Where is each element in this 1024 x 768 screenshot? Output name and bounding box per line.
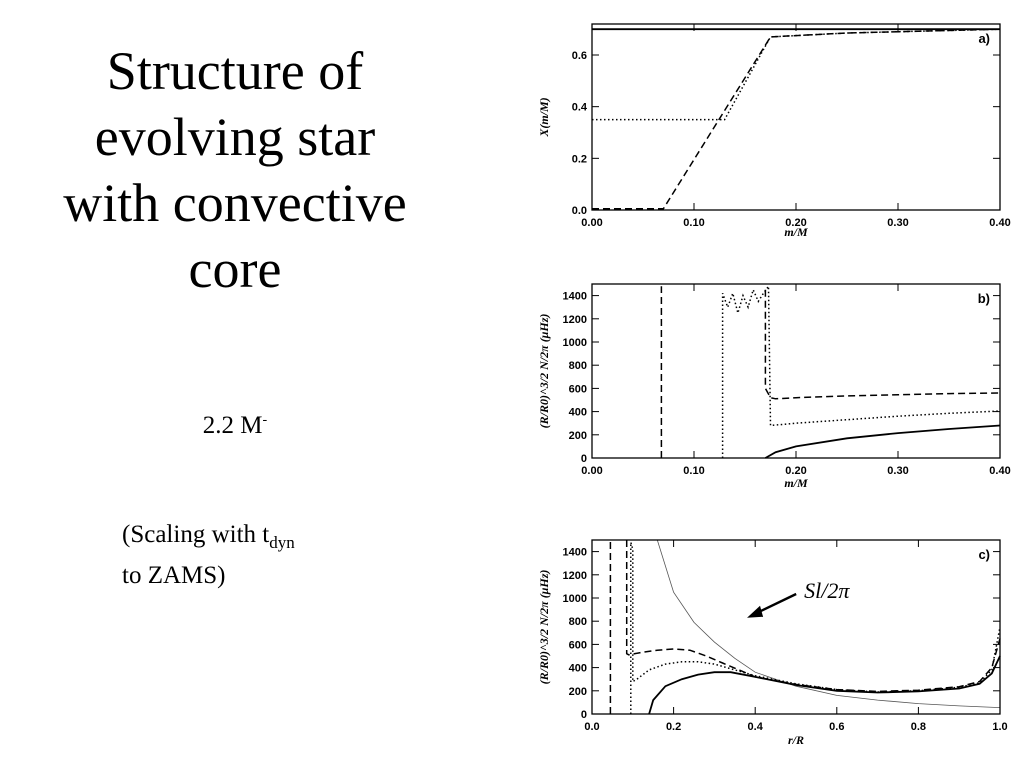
scaling-line2: to ZAMS)	[122, 562, 226, 589]
y-tick-label: 200	[569, 686, 587, 698]
x-axis-label: m/M	[784, 225, 808, 239]
y-tick-label: 400	[569, 663, 587, 675]
series-line-dotted	[592, 28, 1001, 121]
series-line-dotted	[630, 542, 1001, 714]
title-line: Structure of	[106, 41, 364, 101]
x-tick-label: 0.0	[584, 721, 599, 733]
plot-frame	[591, 539, 1001, 715]
y-axis-label: X(m/M)	[537, 97, 551, 137]
chart-panel-b: 0.00 0.10 0.20 0.30 0.40 0 200 400 600 800 1000 120…	[537, 283, 1011, 490]
mass-suffix: -	[262, 412, 268, 428]
scaling-note: (Scaling with tdyn to ZAMS)	[122, 518, 295, 592]
y-tick-label: 0.0	[572, 205, 587, 217]
y-axis-label: (R/R0)^3/2 N/2π (μHz)	[537, 570, 551, 685]
y-tick-label: 0.4	[572, 102, 588, 114]
y-tick-label: 400	[569, 407, 587, 419]
x-tick-label: 0.10	[683, 465, 704, 477]
y-tick-label: 200	[569, 430, 587, 442]
y-tick-label: 1400	[563, 547, 587, 559]
x-tick-label: 0.8	[911, 721, 926, 733]
chart-panel-a: 0.00 0.10 0.20 0.30 0.40 0.0 0.2 0.4 0.6 m/M X(m/M…	[537, 23, 1011, 239]
x-tick-label: 0.30	[887, 217, 908, 229]
x-tick-label: 0.2	[666, 721, 681, 733]
y-tick-label: 800	[569, 616, 587, 628]
y-tick-label: 0.2	[572, 153, 587, 165]
panel-label: b)	[978, 291, 990, 306]
y-tick-label: 1200	[563, 314, 587, 326]
x-axis-label: r/R	[788, 733, 804, 747]
x-tick-label: 0.20	[785, 465, 806, 477]
x-tick-label: 0.00	[581, 217, 602, 229]
series-line-dashed	[625, 540, 1001, 693]
y-tick-label: 1000	[563, 593, 587, 605]
x-axis-label: m/M	[784, 476, 808, 490]
y-tick-label: 0.6	[572, 50, 587, 62]
x-tick-label: 0.10	[683, 217, 704, 229]
y-tick-label: 0	[581, 453, 587, 465]
x-tick-label: 0.30	[887, 465, 908, 477]
y-tick-label: 1000	[563, 337, 587, 349]
x-tick-label: 0.40	[989, 465, 1010, 477]
plot-frame	[591, 283, 1001, 459]
scaling-line1: (Scaling with t	[122, 521, 270, 548]
x-tick-label: 0.00	[581, 465, 602, 477]
title-line: core	[188, 239, 282, 299]
panel-label: a)	[978, 31, 990, 46]
y-tick-label: 1400	[563, 291, 587, 303]
chart-panel-c: 0.0 0.2 0.4 0.6 0.8 1.0 0 200 400 600 800 1000 1200 1…	[537, 539, 1008, 747]
y-tick-label: 600	[569, 383, 587, 395]
x-tick-label: 0.6	[829, 721, 844, 733]
plot-frame	[591, 23, 1001, 211]
title-line: with convective	[63, 173, 407, 233]
title-line: evolving star	[94, 107, 376, 167]
scaling-subscript: dyn	[269, 533, 295, 552]
y-tick-label: 600	[569, 639, 587, 651]
y-tick-label: 1200	[563, 570, 587, 582]
series-line-dotted	[721, 284, 1001, 458]
x-tick-label: 0.20	[785, 217, 806, 229]
slide-title: Structure of evolving star with convecti…	[20, 38, 450, 302]
series-line-solid	[764, 424, 1001, 459]
y-tick-label: 0	[581, 709, 587, 721]
mass-text: 2.2 M	[202, 412, 263, 439]
annotation-label: Sl/2π	[804, 578, 850, 603]
series-line-dashed	[592, 28, 1001, 210]
series-line-thin	[656, 539, 1001, 708]
panel-label: c)	[978, 547, 990, 562]
y-axis-label: (R/R0)^3/2 N/2π (μHz)	[537, 314, 551, 429]
annotation-arrow-head	[747, 605, 764, 618]
x-tick-label: 1.0	[992, 721, 1007, 733]
series-line-dashed	[764, 289, 1001, 400]
mass-label: 2.2 M-	[150, 412, 320, 440]
x-tick-label: 0.40	[989, 217, 1010, 229]
x-tick-label: 0.4	[748, 721, 764, 733]
y-tick-label: 800	[569, 360, 587, 372]
